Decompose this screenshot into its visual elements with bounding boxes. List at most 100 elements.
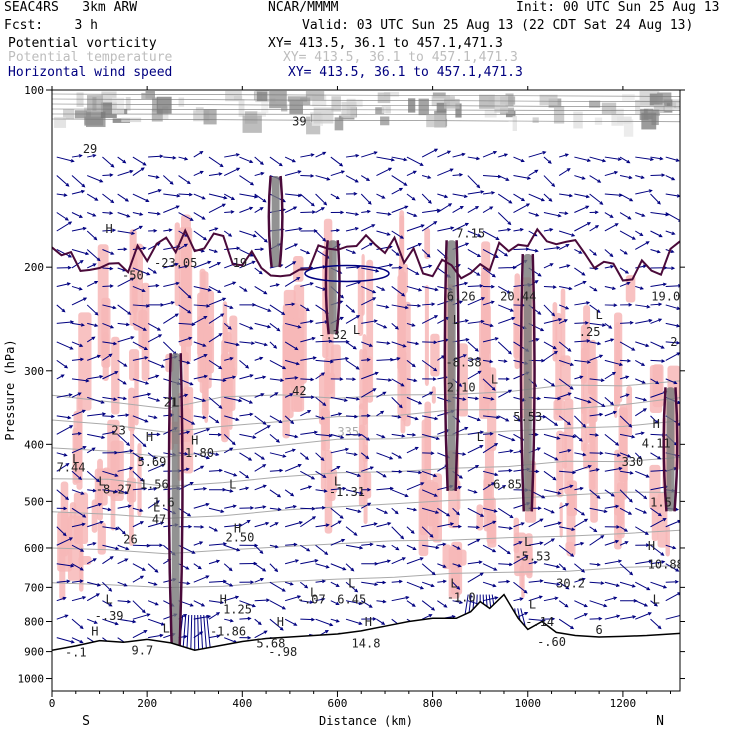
- wind-arrow-head: [282, 606, 286, 610]
- wind-arrow-head: [675, 568, 680, 572]
- wind-arrow: [361, 285, 376, 294]
- wind-arrow: [376, 230, 390, 236]
- wind-arrow-head: [400, 383, 405, 387]
- wind-arrow-head: [665, 212, 670, 217]
- wind-arrow: [224, 396, 242, 402]
- stratosphere-patch: [203, 109, 217, 125]
- wind-arrow: [117, 433, 130, 446]
- wind-arrow-head: [307, 410, 312, 414]
- wind-arrow-head: [427, 175, 432, 179]
- wind-arrow: [208, 526, 218, 532]
- pv-shade-patch: [286, 329, 291, 386]
- wind-arrow-head: [584, 518, 589, 523]
- wind-arrow-head: [618, 466, 623, 471]
- wind-arrow: [619, 230, 636, 240]
- wind-arrow: [361, 151, 377, 158]
- wind-arrow-head: [493, 150, 498, 155]
- wind-arrow: [452, 153, 465, 158]
- wind-arrow: [117, 526, 126, 535]
- wind-arrow: [543, 212, 561, 217]
- wind-arrow: [543, 156, 552, 164]
- wind-arrow-head: [536, 447, 541, 451]
- wind-arrow: [162, 341, 177, 355]
- wind-arrow: [117, 505, 131, 509]
- wind-arrow-head: [567, 392, 572, 396]
- wind-arrow: [650, 156, 663, 160]
- wind-arrow-head: [645, 474, 650, 478]
- wind-arrow: [284, 521, 303, 528]
- wind-arrow-head: [537, 396, 542, 401]
- wind-arrow: [224, 304, 233, 309]
- wind-arrow-head: [68, 254, 73, 258]
- wind-arrow: [254, 425, 271, 435]
- wind-arrow-head: [404, 493, 409, 498]
- wind-arrow: [102, 353, 112, 361]
- wind-arrow-head: [185, 467, 190, 472]
- wind-arrow: [193, 575, 209, 583]
- wind-arrow: [178, 212, 194, 221]
- wind-arrow: [650, 561, 665, 565]
- wind-arrow: [86, 281, 98, 287]
- wind-arrow-head: [369, 242, 374, 247]
- wind-arrow: [345, 507, 361, 513]
- wind-arrow-head: [236, 167, 241, 172]
- wind-arrow-head: [186, 180, 191, 185]
- wind-arrow: [193, 151, 203, 158]
- wind-arrow: [147, 581, 157, 586]
- wind-arrow: [360, 388, 376, 398]
- wind-arrow-head: [475, 206, 480, 210]
- wind-arrow-head: [156, 398, 161, 402]
- wind-arrow-head: [233, 473, 238, 477]
- stratosphere-patch: [436, 102, 447, 113]
- wind-arrow: [163, 205, 180, 213]
- wind-arrow-head: [326, 177, 331, 181]
- wind-arrow-head: [174, 262, 179, 267]
- wind-arrow-head: [356, 397, 361, 401]
- wind-arrow-head: [79, 579, 84, 583]
- pv-low-marker: L: [529, 597, 536, 611]
- stratosphere-patch: [383, 91, 400, 97]
- wind-arrow-head: [509, 449, 514, 453]
- wind-arrow-head: [613, 410, 618, 415]
- wind-arrow-head: [306, 250, 311, 255]
- wind-arrow: [528, 580, 543, 583]
- wind-arrow: [437, 600, 447, 608]
- wind-arrow: [421, 193, 432, 204]
- wind-arrow-head: [218, 405, 223, 409]
- wind-arrow: [330, 539, 345, 546]
- wind-arrow-head: [216, 559, 221, 564]
- wind-arrow-head: [142, 162, 147, 166]
- wind-arrow-head: [595, 225, 600, 229]
- wind-arrow-head: [322, 474, 327, 478]
- wind-arrow-head: [259, 356, 264, 361]
- wind-arrow: [71, 596, 86, 602]
- stratosphere-patch: [443, 98, 460, 109]
- wind-arrow-head: [557, 521, 562, 525]
- wind-arrow: [284, 489, 294, 497]
- wind-arrow: [406, 470, 422, 474]
- wind-arrow-head: [94, 323, 99, 328]
- wind-arrow: [513, 598, 523, 602]
- wind-arrow-head: [492, 520, 497, 525]
- wind-arrow: [543, 351, 558, 361]
- wind-arrow-head: [587, 399, 592, 404]
- wind-arrow: [56, 415, 71, 419]
- wind-arrow: [421, 249, 431, 258]
- wind-arrow-head: [207, 614, 212, 619]
- wind-arrow-head: [599, 451, 604, 455]
- wind-arrow: [543, 489, 561, 495]
- wind-arrow: [589, 433, 599, 436]
- wind-arrow: [360, 242, 373, 250]
- wind-arrow-head: [235, 342, 240, 347]
- wind-arrow: [467, 507, 484, 517]
- wind-arrow: [422, 415, 438, 420]
- wind-arrow: [254, 156, 264, 165]
- pv-shade-patch: [564, 398, 574, 495]
- wind-arrow-head: [127, 311, 132, 315]
- pv-low-marker: L: [98, 475, 105, 489]
- pv-value-label: .25: [579, 325, 601, 339]
- wind-arrow-head: [290, 492, 295, 497]
- wind-arrow-head: [99, 374, 104, 379]
- wind-arrow-head: [114, 621, 119, 626]
- wind-arrow: [558, 618, 574, 629]
